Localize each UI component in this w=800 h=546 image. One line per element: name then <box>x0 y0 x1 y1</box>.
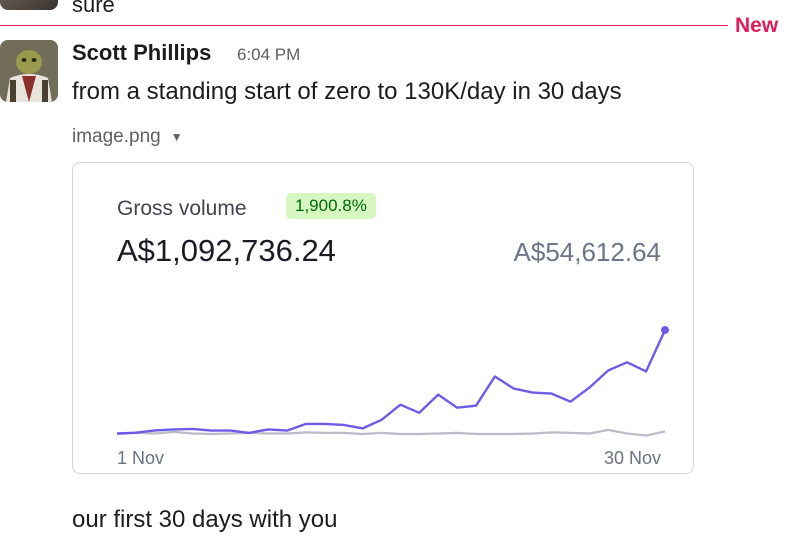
series-current-end-marker <box>661 326 669 335</box>
message-timestamp[interactable]: 6:04 PM <box>237 45 301 64</box>
attachment-image[interactable]: Gross volume 1,900.8% A$1,092,736.24 A$5… <box>72 162 694 474</box>
previous-avatar[interactable] <box>0 0 58 10</box>
new-messages-divider <box>0 25 728 26</box>
gross-volume-amount: A$1,092,736.24 <box>117 233 336 268</box>
chevron-down-icon[interactable]: ▼ <box>170 130 183 144</box>
followup-message-text: our first 30 days with you <box>72 506 338 533</box>
growth-badge: 1,900.8% <box>286 193 376 219</box>
attachment-filename[interactable]: image.png <box>72 126 161 147</box>
x-axis-start-label: 1 Nov <box>117 448 165 468</box>
message-text: from a standing start of zero to 130K/da… <box>72 78 622 105</box>
series-current-line <box>116 329 667 435</box>
gross-volume-chart <box>116 326 669 437</box>
comparison-amount: A$54,612.64 <box>513 237 661 267</box>
chart-title: Gross volume <box>117 197 247 220</box>
x-axis-end-label: 30 Nov <box>603 448 661 468</box>
avatar-image <box>0 40 58 102</box>
avatar[interactable] <box>0 40 58 102</box>
series-previous-line <box>116 428 666 437</box>
previous-message-text: sure <box>72 0 115 17</box>
message-author[interactable]: Scott Phillips <box>72 40 212 65</box>
new-messages-label: New <box>735 14 779 37</box>
attachment-header[interactable]: image.png ▼ <box>72 126 183 148</box>
